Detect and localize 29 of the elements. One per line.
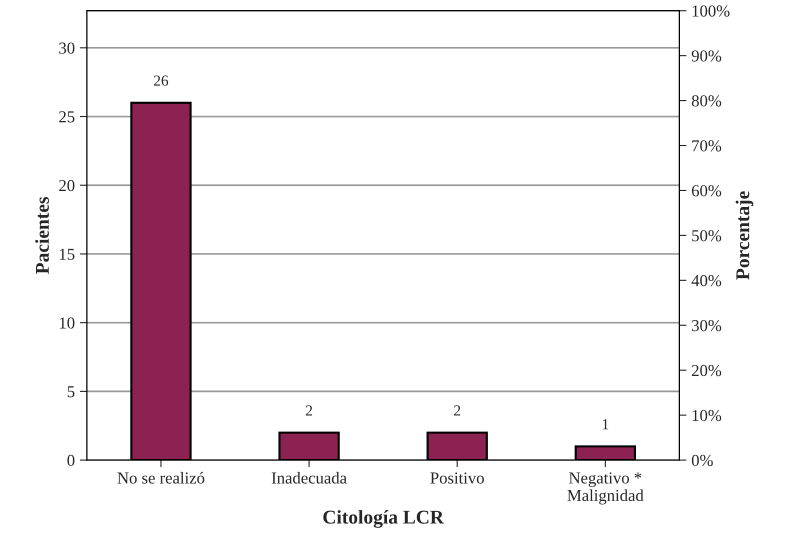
- x-axis-title: Citología LCR: [323, 510, 444, 528]
- y2-tick-label: 90%: [692, 50, 722, 62]
- y-tick-label: 25: [59, 111, 74, 122]
- data-label: 1: [602, 419, 608, 430]
- y-tick-label: 15: [60, 248, 74, 260]
- y2-tick-label: 80%: [692, 95, 722, 107]
- y2-tick-label: 30%: [692, 320, 722, 332]
- y-tick-label: 30: [59, 42, 74, 54]
- y-tick-label: 10: [60, 317, 74, 329]
- y2-tick-label: 100%: [692, 5, 730, 17]
- data-label: 26: [154, 76, 168, 86]
- x-tick-label: Positivo: [430, 472, 484, 484]
- y2-tick-label: 10%: [692, 410, 722, 422]
- y-axis-title: Pacientes: [35, 197, 49, 274]
- x-tick-label: Negativo * Malignidad: [567, 472, 644, 504]
- data-label: 2: [306, 405, 312, 416]
- data-label: 2: [454, 405, 460, 416]
- y2-tick-label: 40%: [692, 275, 722, 286]
- y2-axis-title: Porcentaje: [736, 191, 754, 280]
- y2-tick-label: 60%: [692, 185, 722, 196]
- y-tick-label: 0: [67, 454, 74, 466]
- y2-tick-label: 50%: [692, 230, 722, 242]
- x-tick-label: No se realizó: [117, 472, 204, 484]
- y2-tick-label: 70%: [692, 140, 722, 152]
- y2-tick-label: 0%: [692, 454, 713, 466]
- y2-tick-label: 20%: [692, 364, 722, 376]
- x-tick-label: Inadecuada: [272, 472, 347, 484]
- y-tick-label: 5: [68, 386, 74, 398]
- y-tick-label: 20: [59, 180, 74, 192]
